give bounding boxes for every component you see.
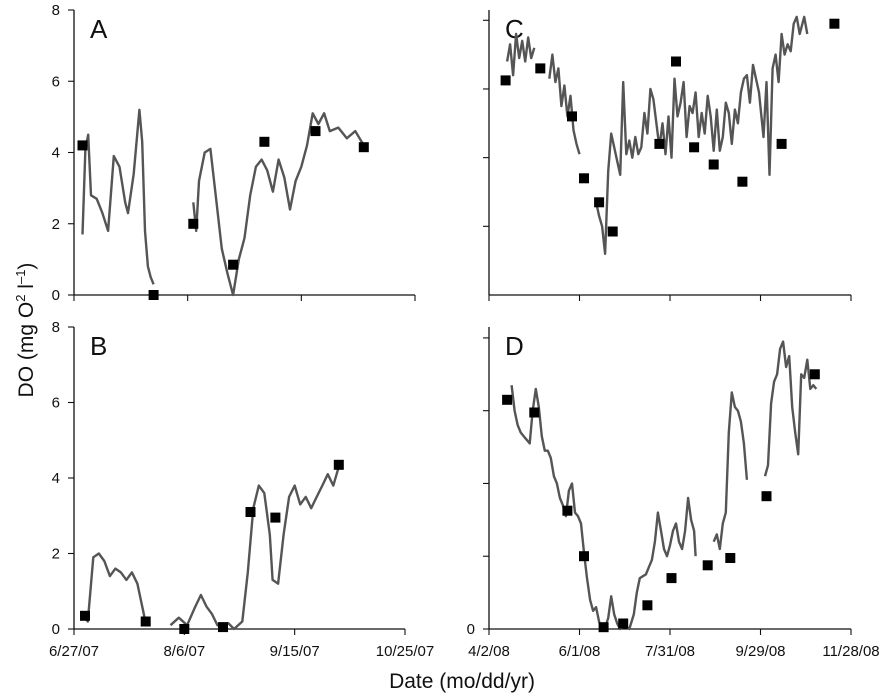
do-point-marker <box>270 512 281 523</box>
do-point-marker <box>500 75 511 86</box>
do-point-marker <box>310 126 321 137</box>
do-point-marker <box>567 111 577 122</box>
do-point-marker <box>148 290 159 300</box>
do-sensor-line <box>763 340 818 477</box>
do-point-marker <box>689 142 700 153</box>
do-point-marker <box>188 218 199 229</box>
do-point-marker <box>228 259 239 270</box>
do-point-marker <box>829 18 840 29</box>
do-point-marker <box>579 173 589 184</box>
panel-D: 0 4/2/08 6/1/08 7/31/08 9/29/08 11/28/08 D <box>467 327 880 660</box>
x-tick-label: 6/1/08 <box>559 643 601 660</box>
do-point-marker <box>579 551 589 562</box>
do-point-marker <box>654 138 665 149</box>
do-point-marker <box>333 459 344 470</box>
do-point-marker <box>259 136 270 147</box>
y-tick-label: 6 <box>52 395 60 412</box>
y-tick-label: 6 <box>52 73 60 90</box>
y-axis-title: DO (mg O2 l–1) <box>13 263 38 398</box>
do-point-marker <box>642 600 653 611</box>
do-point-marker <box>179 624 190 634</box>
x-tick-label: 11/28/08 <box>822 643 879 660</box>
y-tick-label: 0 <box>52 621 60 638</box>
do-point-marker <box>358 142 369 153</box>
panel-label: C <box>505 14 524 44</box>
x-axis-title: Date (mo/dd/yr) <box>389 670 535 693</box>
do-point-marker <box>671 56 681 67</box>
y-tick-label: 4 <box>52 145 60 162</box>
panel-C: C <box>483 10 852 301</box>
y-tick-label: 8 <box>52 319 60 336</box>
do-point-marker <box>809 369 820 380</box>
do-point-marker <box>607 226 618 237</box>
x-tick-label: 7/31/08 <box>645 643 695 660</box>
do-sensor-line <box>712 391 749 551</box>
do-sensor-line <box>81 108 155 285</box>
do-sensor-line <box>594 15 809 255</box>
do-point-marker <box>529 407 540 418</box>
panel-label: A <box>90 14 108 44</box>
do-point-marker <box>218 622 228 633</box>
do-point-marker <box>598 622 609 633</box>
do-point-marker <box>535 63 546 74</box>
do-point-marker <box>502 394 513 405</box>
do-point-marker <box>708 159 719 170</box>
y-tick-label: 0 <box>52 287 60 304</box>
do-sensor-line <box>548 53 581 155</box>
do-point-marker <box>776 138 787 149</box>
do-sensor-line <box>510 385 697 631</box>
do-sensor-line <box>84 552 147 624</box>
x-tick-label: 10/25/07 <box>376 643 434 660</box>
x-tick-label: 8/6/07 <box>163 643 205 660</box>
panel-label: B <box>90 331 107 361</box>
do-sensor-line <box>192 112 365 297</box>
y-tick-label: 8 <box>52 2 60 19</box>
do-point-marker <box>594 197 605 208</box>
panel-label: D <box>505 331 524 361</box>
do-point-marker <box>77 140 88 151</box>
do-point-marker <box>80 610 90 621</box>
y-tick-label: 2 <box>52 546 60 563</box>
y-tick-label: 0 <box>467 621 475 638</box>
x-tick-label: 9/29/08 <box>735 643 785 660</box>
panel-A: 0 2 4 6 8 A <box>52 2 416 304</box>
do-sensor-line <box>505 32 536 77</box>
do-point-marker <box>737 176 748 187</box>
x-tick-label: 9/15/07 <box>270 643 320 660</box>
do-point-marker <box>140 616 151 627</box>
do-point-marker <box>725 553 736 563</box>
do-point-marker <box>666 573 677 584</box>
do-sensor-line <box>169 466 340 631</box>
y-tick-label: 4 <box>52 470 60 487</box>
do-point-marker <box>702 560 713 571</box>
x-tick-label: 4/2/08 <box>468 643 510 660</box>
do-point-marker <box>245 507 256 517</box>
do-point-marker <box>562 505 573 516</box>
y-tick-label: 2 <box>52 216 60 233</box>
do-point-marker <box>761 491 772 502</box>
do-point-marker <box>618 618 629 629</box>
x-tick-label: 6/27/07 <box>49 643 99 660</box>
panel-B: 0 2 4 6 8 6/27/07 8/6/07 9/15/07 10/25/07 B <box>49 319 434 660</box>
